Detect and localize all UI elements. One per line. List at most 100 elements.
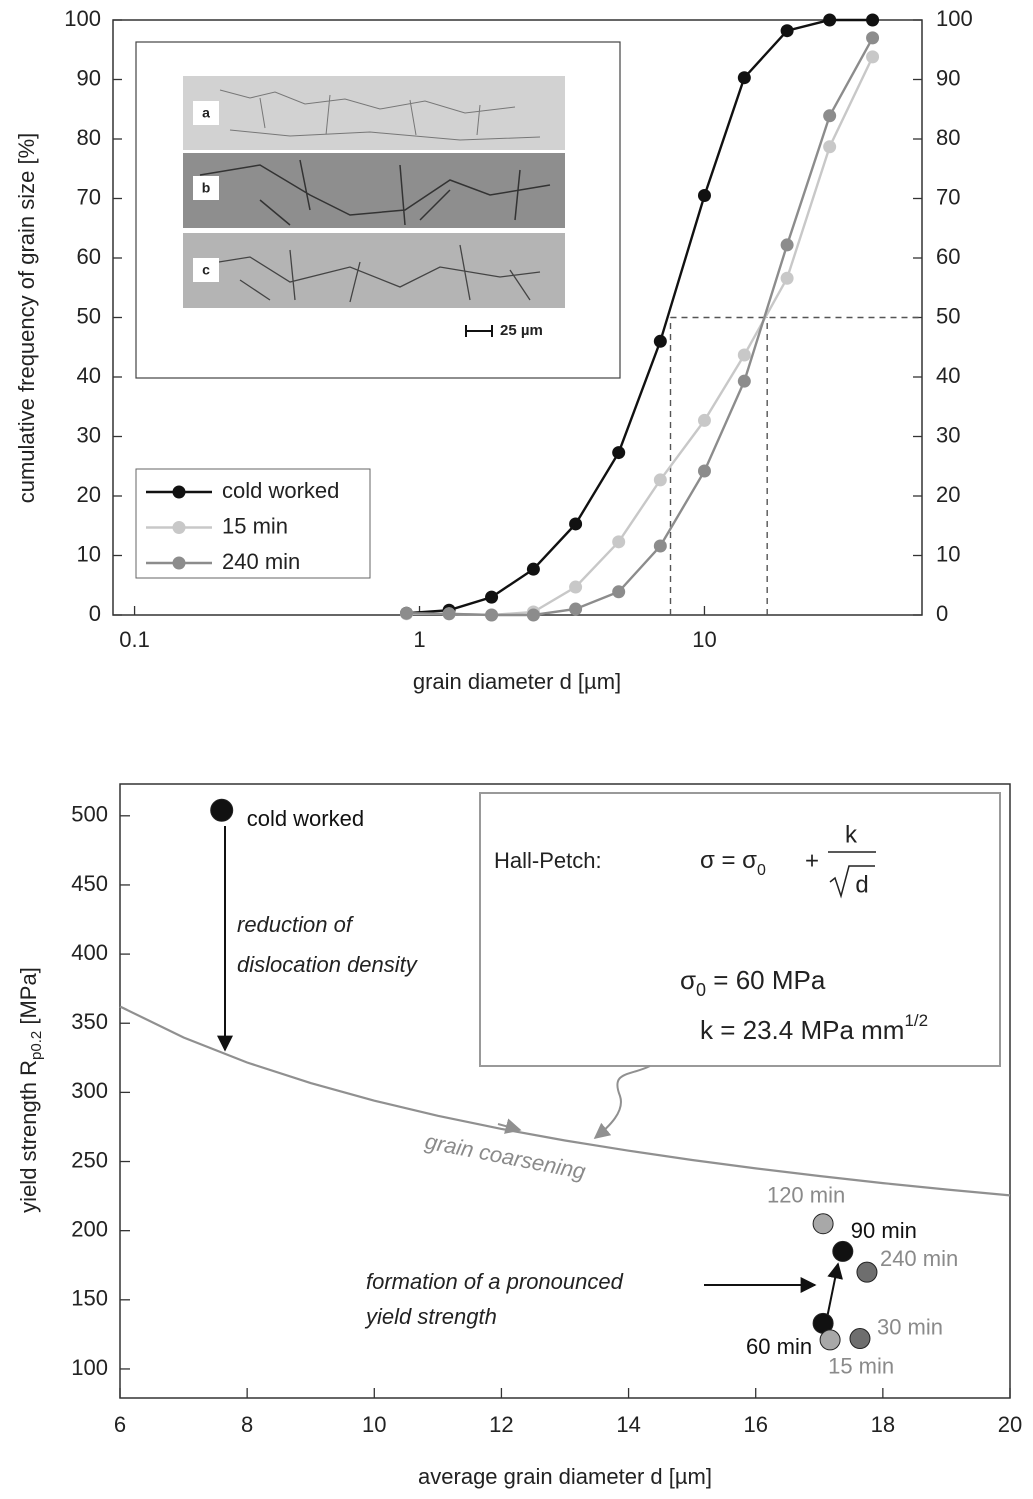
- data-point: [569, 603, 582, 616]
- sigma0-part: = 60 MPa: [706, 965, 826, 995]
- inset-label: b: [202, 180, 211, 196]
- legend-label: 240 min: [222, 549, 300, 574]
- data-point: [866, 31, 879, 44]
- data-point: [698, 465, 711, 478]
- data-point: [485, 609, 498, 622]
- data-point: [211, 799, 233, 821]
- top-chart: a b c 25 µm grain diameter d [µm] cumula…: [14, 6, 973, 694]
- y-tick-label: 30: [77, 422, 101, 447]
- y-tick-label: 0: [89, 601, 101, 626]
- y-tick-label: 20: [77, 482, 101, 507]
- data-point: [850, 1329, 870, 1349]
- legend-marker: [173, 521, 186, 534]
- annotation: yield strength: [364, 1304, 497, 1329]
- legend-marker: [173, 486, 186, 499]
- legend-marker: [173, 557, 186, 570]
- y-tick-label: 300: [71, 1078, 108, 1103]
- point-label: 90 min: [851, 1218, 917, 1243]
- micrograph: [183, 76, 565, 150]
- scale-bar-label: 25 µm: [500, 322, 543, 339]
- data-point: [738, 348, 751, 361]
- data-point: [823, 14, 836, 27]
- data-point: [866, 50, 879, 63]
- y2-tick-label: 100: [936, 6, 973, 31]
- y-tick-label: 70: [77, 184, 101, 209]
- data-point: [738, 375, 751, 388]
- data-point: [654, 473, 667, 486]
- micrograph: [183, 153, 565, 228]
- k-part: k = 23.4 MPa mm: [700, 1015, 904, 1045]
- x-tick-label: 10: [362, 1412, 386, 1437]
- y-tick-label: 100: [71, 1355, 108, 1380]
- annotation: reduction of: [237, 912, 355, 937]
- bottom-chart: Hall-Petch: σ = σ0 + k d σ0 = 60 MPa k =…: [16, 784, 1022, 1489]
- x-tick-label: 6: [114, 1412, 126, 1437]
- data-point: [569, 581, 582, 594]
- point-label: 60 min: [746, 1334, 812, 1359]
- data-point: [820, 1330, 840, 1350]
- data-point: [698, 414, 711, 427]
- y2-tick-label: 30: [936, 422, 960, 447]
- y-tick-label: 350: [71, 1009, 108, 1034]
- y-tick-label: 450: [71, 871, 108, 896]
- y2-tick-label: 60: [936, 244, 960, 269]
- y-tick-label: 60: [77, 244, 101, 269]
- y-title-part: yield strength R: [16, 1060, 41, 1213]
- y-tick-label: 50: [77, 303, 101, 328]
- box-pointer: [595, 1066, 650, 1138]
- y2-tick-label: 0: [936, 601, 948, 626]
- y-title-part: [MPa]: [16, 967, 41, 1031]
- data-point: [833, 1241, 853, 1261]
- data-point: [654, 539, 667, 552]
- y-axis-title: cumulative frequency of grain size [%]: [14, 133, 39, 504]
- x-axis-title: average grain diameter d [µm]: [418, 1464, 712, 1489]
- y-tick-label: 250: [71, 1147, 108, 1172]
- data-point: [823, 109, 836, 122]
- y-tick-label: 90: [77, 65, 101, 90]
- data-point: [569, 517, 582, 530]
- data-point: [612, 535, 625, 548]
- point-label: 15 min: [828, 1354, 894, 1379]
- data-point: [400, 607, 413, 620]
- data-point: [485, 591, 498, 604]
- x-axis-title: grain diameter d [µm]: [413, 669, 621, 694]
- data-point: [612, 446, 625, 459]
- formula-part: 0: [757, 862, 766, 879]
- data-point: [823, 140, 836, 153]
- data-point: [527, 609, 540, 622]
- inset-label: c: [202, 262, 210, 278]
- box-title: Hall-Petch:: [494, 848, 602, 873]
- annotation: formation of a pronounced: [366, 1269, 624, 1294]
- x-tick-label: 1: [413, 627, 425, 652]
- inset-label: a: [202, 105, 210, 121]
- annotation: dislocation density: [237, 952, 419, 977]
- data-point: [866, 14, 879, 27]
- figure: a b c 25 µm grain diameter d [µm] cumula…: [0, 0, 1033, 1499]
- data-point: [698, 189, 711, 202]
- formula-part: σ = σ: [700, 847, 757, 874]
- y-tick-label: 400: [71, 940, 108, 965]
- x-tick-label: 12: [489, 1412, 513, 1437]
- data-point: [527, 563, 540, 576]
- point-label: 30 min: [877, 1314, 943, 1339]
- y2-tick-label: 90: [936, 65, 960, 90]
- y2-tick-label: 80: [936, 125, 960, 150]
- annotation: grain coarsening: [423, 1129, 588, 1185]
- legend-label: 15 min: [222, 513, 288, 538]
- data-point: [781, 24, 794, 37]
- y2-tick-label: 20: [936, 482, 960, 507]
- point-label: 120 min: [767, 1183, 845, 1208]
- x-tick-label: 14: [616, 1412, 640, 1437]
- y-tick-label: 500: [71, 802, 108, 827]
- x-tick-label: 10: [692, 627, 716, 652]
- data-point: [738, 71, 751, 84]
- y-tick-label: 100: [64, 6, 101, 31]
- sigma0-part: 0: [696, 980, 706, 1000]
- y-tick-label: 80: [77, 125, 101, 150]
- point-label: 240 min: [880, 1246, 958, 1271]
- sigma0-part: σ: [680, 965, 696, 995]
- y2-tick-label: 10: [936, 541, 960, 566]
- y-tick-label: 40: [77, 363, 101, 388]
- micrograph: [183, 233, 565, 308]
- formula-part: d: [855, 871, 868, 898]
